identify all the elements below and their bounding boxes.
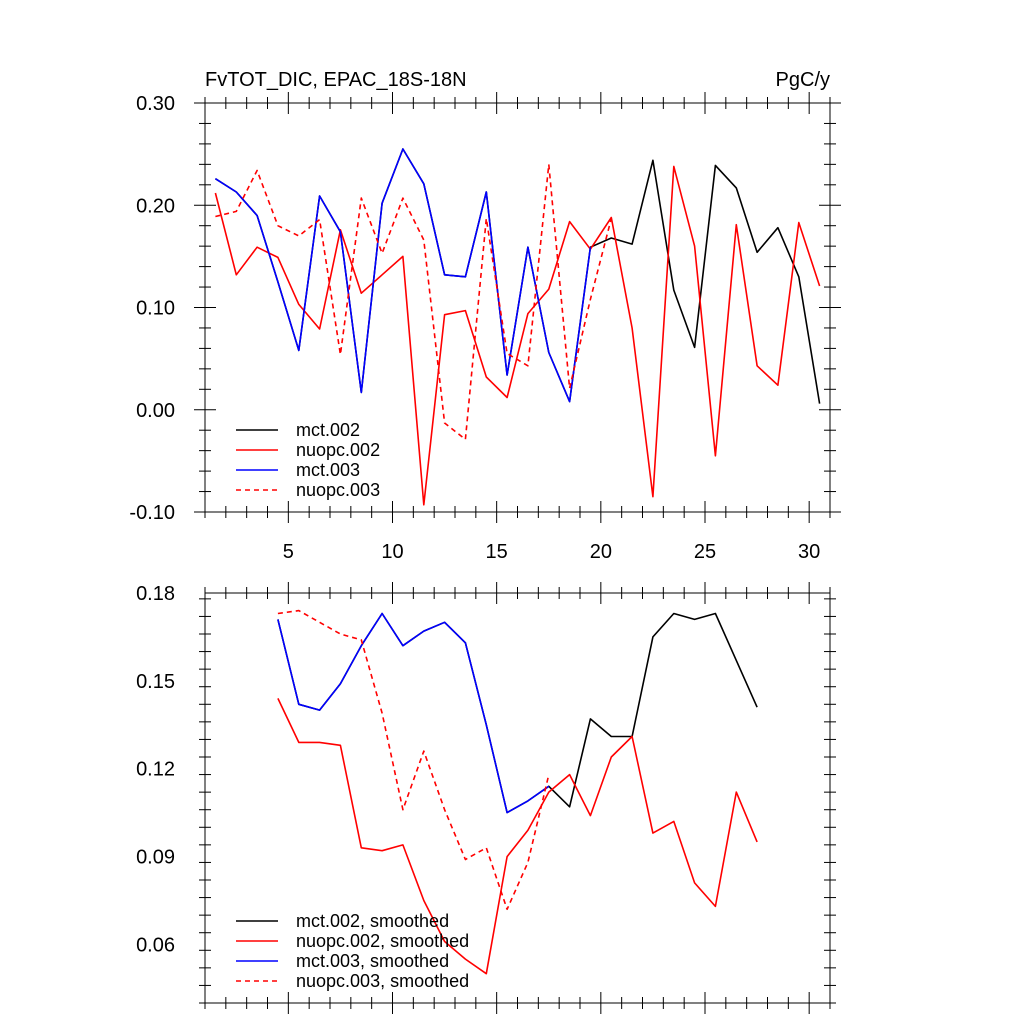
x-tick-label: 20 (590, 541, 612, 563)
series-line-mct-002 (214, 148, 821, 404)
top-series-group (214, 148, 821, 506)
legend-label: nuopc.003, smoothed (296, 971, 469, 991)
y-tick-label: -0.10 (129, 502, 175, 524)
bottom-panel: 0.060.090.120.150.18 mct.002, smoothednu… (136, 582, 836, 1014)
legend-label: mct.003, smoothed (296, 951, 449, 971)
x-tick-label: 5 (283, 541, 294, 563)
x-tick-label: 25 (694, 541, 716, 563)
y-tick-label: 0.12 (136, 759, 175, 781)
y-tick-label: 0.09 (136, 847, 175, 869)
top-title-right: PgC/y (776, 69, 830, 91)
legend-label: mct.003 (296, 460, 360, 480)
y-tick-label: 0.15 (136, 671, 175, 693)
series-line-mct-002-smoothed (277, 612, 758, 814)
series-line-nuopc-003 (215, 163, 613, 441)
y-tick-label: 0.18 (136, 583, 175, 605)
legend-label: nuopc.002, smoothed (296, 931, 469, 951)
y-tick-label: 0.30 (136, 93, 175, 115)
top-panel: FvTOT_DIC, EPAC_18S-18N PgC/y 5 10 15 20 25 3… (129, 69, 841, 563)
series-line-nuopc-002-smoothed (277, 698, 758, 975)
series-line-nuopc-003-smoothed (277, 609, 550, 911)
y-tick-label: 0.20 (136, 195, 175, 217)
x-tick-label: 30 (798, 541, 820, 563)
top-axis-ticks: 5 10 15 20 25 30 -0.10 0.00 0.10 0.20 0.30 (129, 92, 841, 563)
legend-label: mct.002, smoothed (296, 911, 449, 931)
bottom-series-group (277, 609, 758, 975)
legend-label: mct.002 (296, 420, 360, 440)
series-line-mct-003-smoothed (277, 612, 550, 814)
y-tick-label: 0.10 (136, 298, 175, 320)
top-title-left: FvTOT_DIC, EPAC_18S-18N (205, 69, 467, 91)
x-tick-label: 10 (381, 541, 403, 563)
bottom-axis-ticks: 0.06 0.09 0.12 0.15 0.18 (136, 582, 836, 1014)
y-tick-label: 0.06 (136, 934, 175, 956)
legend-label: nuopc.002 (296, 440, 380, 460)
series-line-mct-003 (214, 148, 592, 403)
legend-label: nuopc.003 (296, 480, 380, 500)
series-line-nuopc-002 (214, 165, 821, 506)
x-tick-label: 15 (486, 541, 508, 563)
y-tick-label: 0.00 (136, 400, 175, 422)
